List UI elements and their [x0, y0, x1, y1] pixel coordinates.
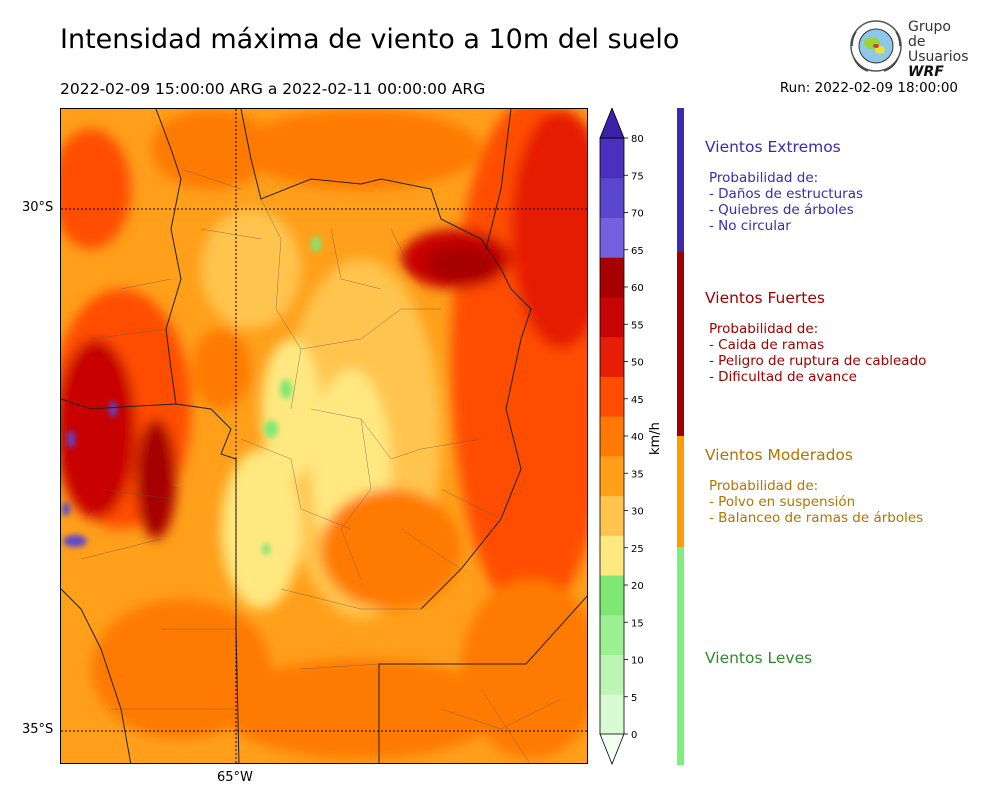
category-line: - Balanceo de ramas de árboles — [709, 510, 924, 526]
colorbar-tick-label: 60 — [631, 283, 644, 294]
category-heading: Vientos Fuertes — [705, 289, 825, 307]
colorbar-swatch — [600, 535, 624, 576]
lon-label-65w: 65°W — [217, 770, 253, 785]
category-line: - Quiebres de árboles — [709, 202, 854, 218]
colorbar-swatch — [600, 376, 624, 417]
lat-label-35s: 35°S — [22, 722, 54, 737]
colorbar-swatch — [600, 217, 624, 258]
category-line: Probabilidad de: — [709, 478, 819, 494]
colorbar-unit: km/h — [648, 422, 663, 455]
colorbar-swatch — [600, 654, 624, 695]
colorbar-tick-label: 30 — [631, 507, 644, 518]
category-moderados: Vientos Moderados Probabilidad de: - Pol… — [705, 446, 923, 526]
chart-title: Intensidad máxima de viento a 10m del su… — [60, 24, 680, 55]
colorbar-swatch — [599, 108, 625, 139]
category-heading: Vientos Moderados — [705, 446, 853, 464]
colorbar-tick-label: 25 — [631, 544, 644, 555]
wind-field-map — [61, 109, 587, 763]
wind-map — [60, 108, 588, 764]
colorbar-tick-label: 55 — [631, 320, 644, 331]
colorbar-ticks: 0 5 10 15 20 25 30 35 40 45 50 55 60 65 70 75 80 — [624, 134, 644, 741]
category-leves: Vientos Leves — [705, 649, 812, 667]
colorbar-swatch — [600, 416, 624, 457]
colorbar-swatch — [600, 614, 624, 656]
legend-bar-leves — [677, 547, 684, 765]
colorbar-tick-label: 50 — [631, 358, 644, 369]
colorbar-tick-label: 10 — [631, 656, 644, 667]
colorbar-swatch — [600, 575, 624, 616]
colorbar-tick-label: 15 — [631, 618, 644, 629]
colorbar-swatch — [599, 733, 625, 766]
colorbar-tick-label: 80 — [631, 134, 644, 145]
colorbar-tick-label: 65 — [631, 246, 644, 257]
time-range: 2022-02-09 15:00:00 ARG a 2022-02-11 00:… — [60, 80, 486, 98]
colorbar-tick-label: 70 — [631, 209, 644, 220]
colorbar-swatch — [600, 336, 624, 377]
colorbar-swatch — [600, 138, 624, 179]
category-line: - No circular — [709, 218, 791, 234]
globe-logo-icon — [850, 20, 902, 72]
legend-bar-extremos — [677, 108, 684, 252]
colorbar-swatch — [600, 257, 624, 298]
colorbar-swatches — [599, 108, 625, 766]
category-heading: Vientos Extremos — [705, 138, 841, 156]
lat-label-30s: 30°S — [22, 200, 54, 215]
colorbar: 0 5 10 15 20 25 30 35 40 45 50 55 60 65 70 75 80 — [599, 108, 644, 766]
category-line: - Daños de estructuras — [709, 186, 864, 202]
colorbar-swatch — [600, 495, 624, 536]
colorbar-swatch — [600, 177, 624, 218]
legend-bar-fuertes — [677, 252, 684, 436]
colorbar-tick-label: 0 — [631, 730, 637, 741]
colorbar-tick-label: 45 — [631, 395, 644, 406]
category-line: - Polvo en suspensión — [709, 494, 856, 510]
run-timestamp: Run: 2022-02-09 18:00:00 — [779, 80, 958, 96]
colorbar-tick-label: 35 — [631, 469, 644, 480]
colorbar-tick-label: 5 — [631, 693, 637, 704]
category-line: Probabilidad de: — [709, 170, 819, 186]
grupo-usuarios-wrf-logo: Grupo de Usuarios WRF — [848, 18, 972, 80]
legend-bar-moderados — [677, 436, 684, 547]
colorbar-swatch — [600, 455, 624, 497]
category-line: - Dificultad de avance — [709, 369, 857, 385]
category-line: Probabilidad de: — [709, 321, 819, 337]
colorbar-tick-label: 20 — [631, 581, 644, 592]
category-line: - Peligro de ruptura de cableado — [709, 353, 927, 369]
colorbar-tick-label: 75 — [631, 171, 644, 182]
colorbar-swatch — [600, 296, 624, 338]
logo-line-1: Grupo de — [908, 19, 951, 50]
category-fuertes: Vientos Fuertes Probabilidad de: - Caida… — [705, 289, 926, 385]
category-line: - Caida de ramas — [709, 337, 825, 353]
category-heading: Vientos Leves — [705, 649, 813, 667]
category-extremos: Vientos Extremos Probabilidad de: - Daño… — [705, 138, 863, 234]
logo-line-2: Usuarios — [908, 49, 969, 65]
colorbar-tick-label: 40 — [631, 432, 644, 443]
logo-line-3: WRF — [908, 64, 944, 80]
colorbar-swatch — [600, 694, 624, 735]
